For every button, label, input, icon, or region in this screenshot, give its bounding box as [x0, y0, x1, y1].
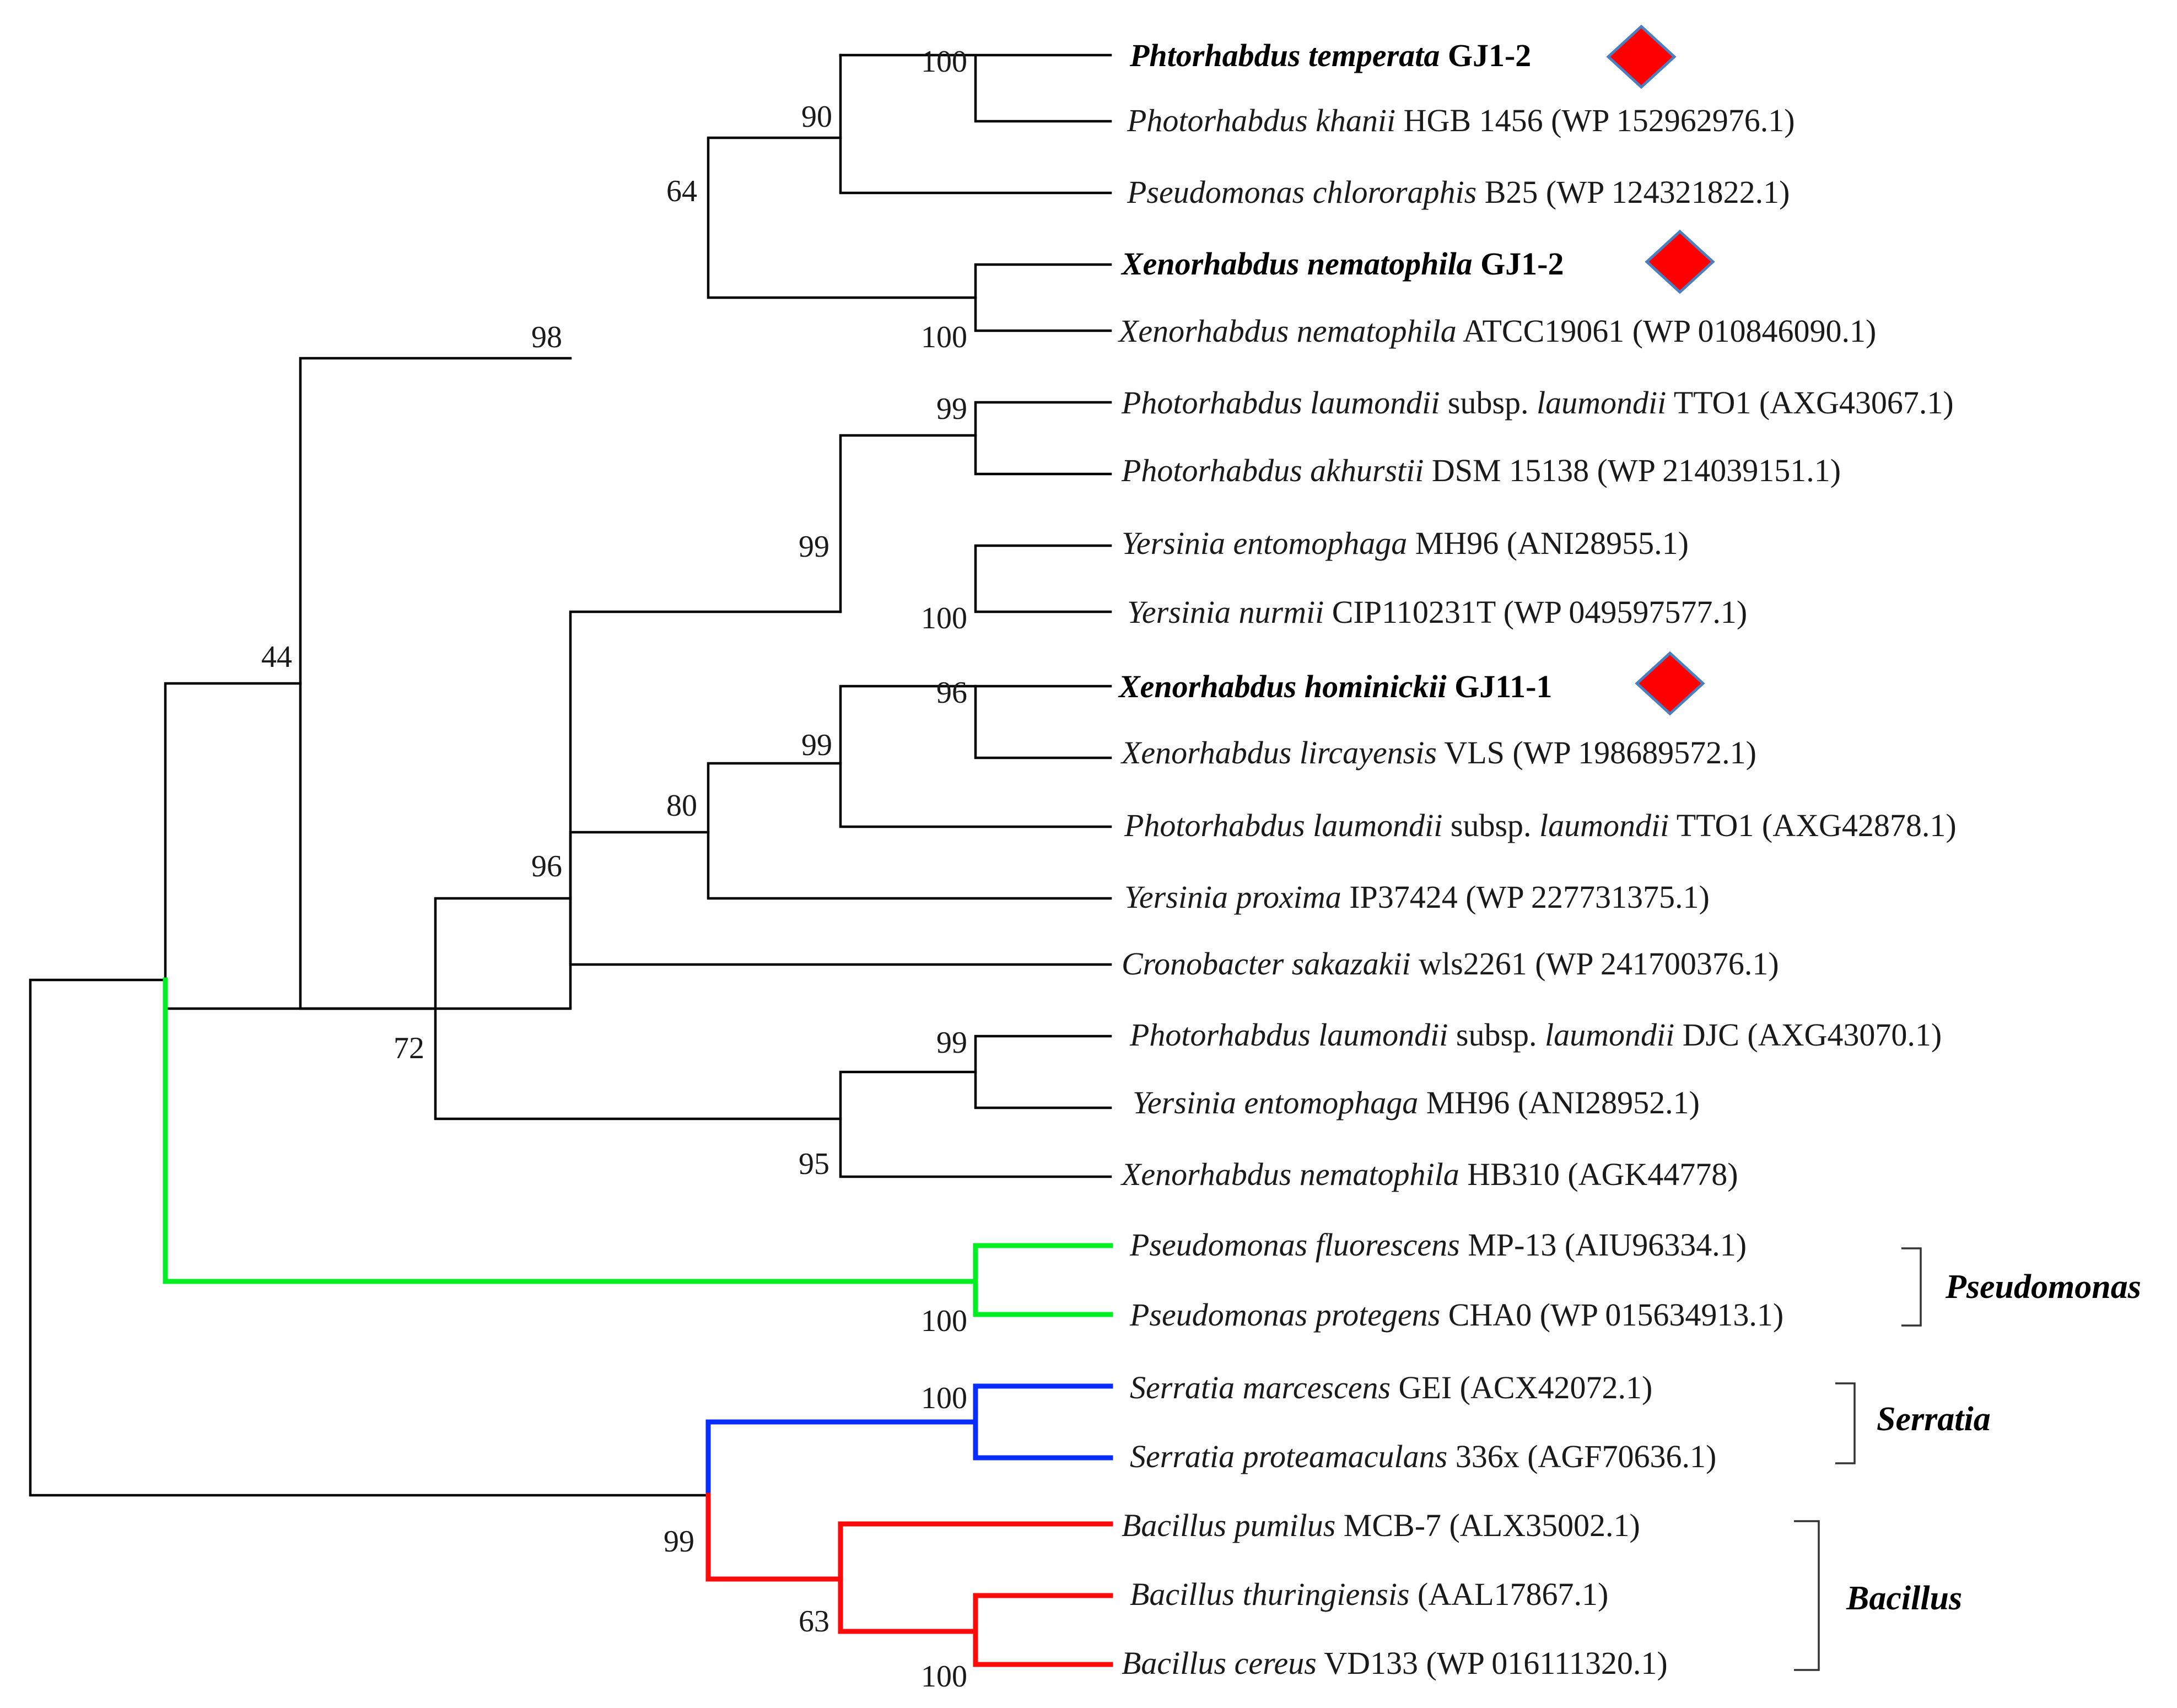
- leaf-label: Yersinia proxima IP37424 (WP 227731375.1…: [1124, 879, 1710, 915]
- bootstrap-value: 100: [921, 601, 967, 635]
- branch-node-99a: [839, 434, 977, 613]
- diamond-marker-icon: [1606, 24, 1677, 89]
- branch-node-99d: [974, 1035, 1112, 1109]
- bootstrap-value: 99: [801, 728, 832, 762]
- branch-node-44: [164, 682, 302, 982]
- branch-node-100a: [839, 53, 1112, 123]
- leaf-label: Pseudomonas protegens CHA0 (WP 015634913…: [1129, 1297, 1783, 1333]
- bootstrap-value: 100: [921, 320, 967, 354]
- leaf-label: Photorhabdus laumondii subsp. laumondii …: [1121, 385, 1954, 421]
- bootstrap-value: 99: [936, 392, 967, 426]
- leaf-label: Yersinia nurmii CIP110231T (WP 049597577…: [1127, 594, 1747, 630]
- bracket-pseudomonas: [1901, 1247, 1922, 1327]
- clade-bacillus: [705, 1493, 1113, 1667]
- bootstrap-value: 99: [799, 530, 829, 564]
- branch-node-100c: [974, 544, 1112, 613]
- branch-bacillus: [705, 1493, 1113, 1667]
- diamond-marker-icon: [1635, 651, 1705, 716]
- bootstrap-value: 100: [921, 45, 967, 79]
- branch-node-95: [839, 1070, 1112, 1178]
- bootstrap-value: 44: [261, 640, 292, 674]
- branch-node-100b: [974, 263, 1112, 332]
- bootstrap-value: 90: [801, 100, 832, 134]
- bootstrap-values: 100 90 64 100 98 99 99 100 44 96 99 80 9…: [261, 45, 967, 1694]
- clade-serratia: [705, 1383, 1113, 1498]
- bootstrap-value: 80: [666, 789, 697, 823]
- leaf-label: Bacillus thuringiensis (AAL17867.1): [1130, 1576, 1608, 1612]
- bootstrap-value: 72: [394, 1031, 424, 1065]
- bootstrap-value: 63: [799, 1604, 829, 1639]
- isolate-markers: [1606, 24, 1715, 716]
- leaf-label: Serratia proteamaculans 336x (AGF70636.1…: [1130, 1438, 1716, 1474]
- group-label-bacillus: Bacillus: [1846, 1580, 1962, 1617]
- bootstrap-value: 98: [531, 320, 562, 354]
- leaf-label: Bacillus pumilus MCB-7 (ALX35002.1): [1122, 1507, 1640, 1543]
- leaf-label: Xenorhabdus nematophila HB310 (AGK44778): [1120, 1156, 1738, 1192]
- bootstrap-value: 95: [799, 1147, 829, 1181]
- leaf-label: Photorhabdus akhurstii DSM 15138 (WP 214…: [1121, 452, 1841, 488]
- diamond-marker-icon: [1645, 229, 1715, 294]
- branch-node-96b: [974, 685, 1112, 759]
- leaf-label: Xenorhabdus nematophila GJ1-2: [1120, 246, 1564, 282]
- bootstrap-value: 96: [936, 676, 967, 710]
- bracket-serratia: [1835, 1382, 1856, 1464]
- leaf-label: Photorhabdus laumondii subsp. laumondii …: [1124, 807, 1957, 843]
- clade-pseudomonas: [163, 977, 1113, 1317]
- branch-root: [29, 978, 710, 1497]
- leaf-label: Pseudomonas fluorescens MP-13 (AIU96334.…: [1129, 1227, 1747, 1263]
- leaf-label: Bacillus cereus VD133 (WP 016111320.1): [1122, 1645, 1668, 1681]
- leaf-label: Photorhabdus laumondii subsp. laumondii …: [1129, 1017, 1942, 1053]
- bootstrap-value: 100: [921, 1381, 967, 1415]
- branch-pseudomonas: [163, 977, 1113, 1317]
- branch-node-80: [707, 762, 1112, 900]
- bootstrap-value: 99: [936, 1026, 967, 1060]
- leaf-label: Photorhabdus khanii HGB 1456 (WP 1529629…: [1127, 103, 1795, 138]
- leaf-label: Yersinia entomophaga MH96 (ANI28955.1): [1122, 525, 1689, 561]
- leaf-label: Cronobacter sakazakii wls2261 (WP 241700…: [1122, 946, 1779, 982]
- bootstrap-value: 64: [666, 174, 697, 208]
- leaf-label: Xenorhabdus hominickii GJ11-1: [1118, 669, 1552, 704]
- bootstrap-value: 100: [921, 1659, 967, 1694]
- branch-node-99c: [839, 685, 1112, 828]
- bracket-bacillus: [1794, 1520, 1820, 1671]
- leaf-label: Xenorhabdus nematophila ATCC19061 (WP 01…: [1118, 313, 1876, 349]
- branch-node-90: [839, 53, 1112, 195]
- leaf-label: Yersinia entomophaga MH96 (ANI28952.1): [1133, 1085, 1700, 1120]
- group-brackets: Pseudomonas Serratia Bacillus: [1794, 1247, 2141, 1671]
- branch-node-99b: [974, 401, 1112, 476]
- bootstrap-value: 100: [921, 1304, 967, 1338]
- bootstrap-value: 99: [664, 1524, 694, 1559]
- group-label-serratia: Serratia: [1877, 1400, 1991, 1438]
- leaf-label: Pseudomonas chlororaphis B25 (WP 1243218…: [1127, 174, 1790, 210]
- leaf-labels: Phtorhabdus temperata GJ1-2 Photorhabdus…: [1118, 37, 1957, 1681]
- bootstrap-value: 96: [531, 849, 562, 883]
- branch-node-96a: [569, 831, 1112, 966]
- branch-serratia: [705, 1383, 1113, 1498]
- branch-node-72: [434, 897, 842, 1120]
- branch-node-64: [707, 136, 977, 299]
- group-label-pseudomonas: Pseudomonas: [1945, 1268, 2141, 1306]
- leaf-label: Phtorhabdus temperata GJ1-2: [1129, 37, 1531, 73]
- leaf-label: Xenorhabdus lircayensis VLS (WP 19868957…: [1120, 735, 1756, 771]
- tree-branches: [29, 53, 1112, 1497]
- leaf-label: Serratia marcescens GEI (ACX42072.1): [1130, 1370, 1652, 1405]
